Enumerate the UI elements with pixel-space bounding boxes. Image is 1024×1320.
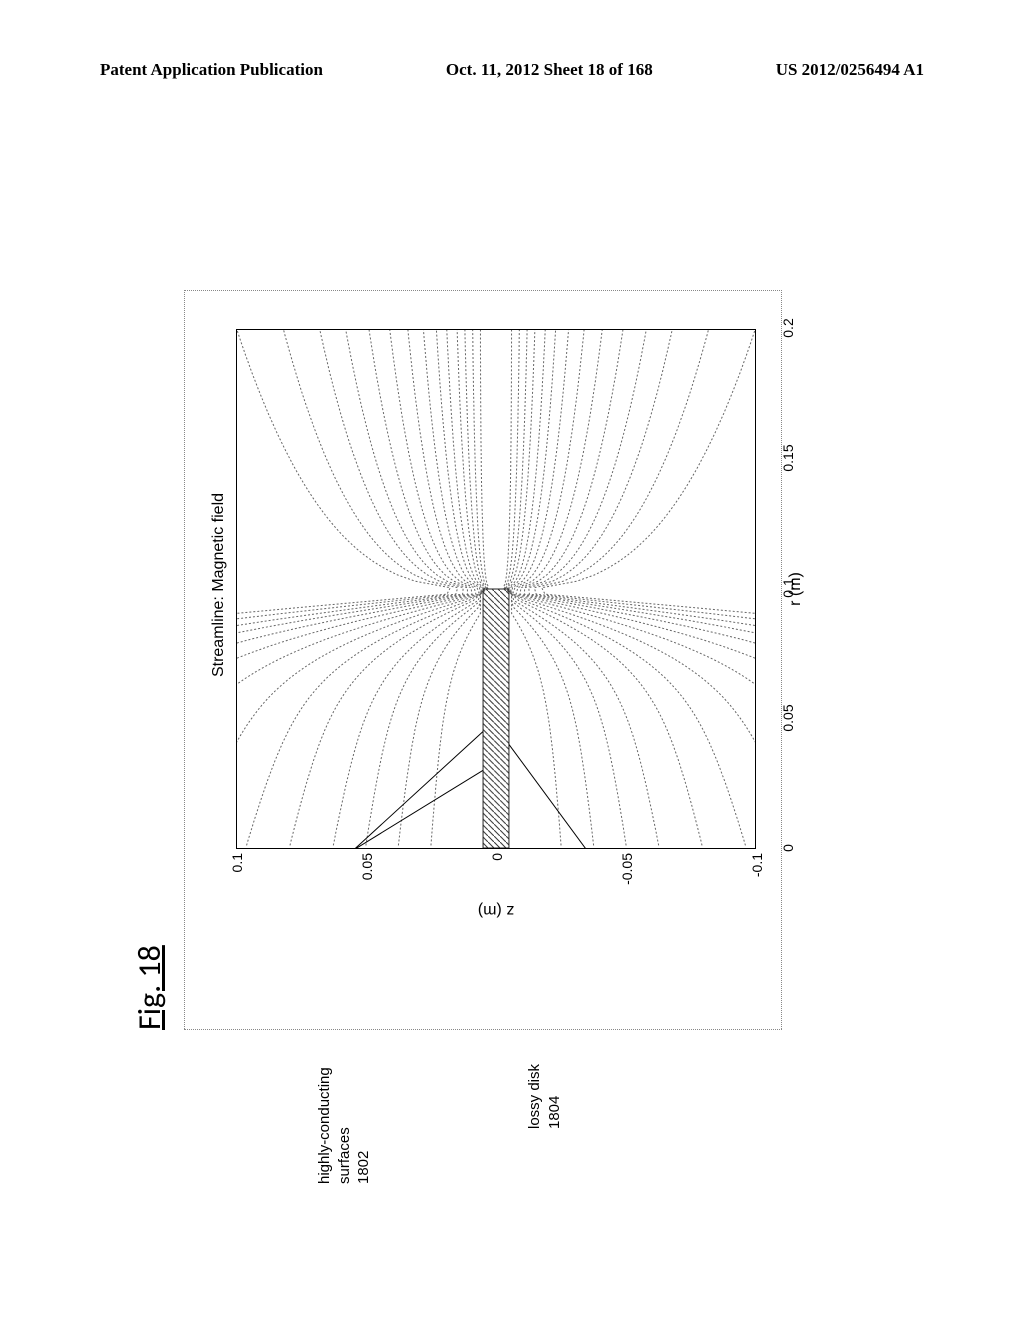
plot-area: -0.1-0.0500.050.1 00.050.10.150.2 z (m) … [236, 329, 756, 849]
header-center: Oct. 11, 2012 Sheet 18 of 168 [446, 60, 653, 80]
annot1-line2: 1804 [545, 1064, 565, 1129]
annot0-line2: surfaces [335, 1067, 355, 1184]
chart-title: Streamline: Magnetic field [210, 321, 228, 849]
header-right: US 2012/0256494 A1 [776, 60, 924, 80]
figure-label: Fig. 18 [130, 290, 169, 1030]
x-axis-label: r (m) [787, 572, 805, 606]
annot0-line1: highly-conducting [315, 1067, 335, 1184]
annotation-lossy-disk: lossy disk 1804 [525, 1064, 564, 1129]
header-left: Patent Application Publication [100, 60, 323, 80]
annotation-highly-conducting: highly-conducting surfaces 1802 [315, 1067, 374, 1184]
y-ticks: -0.1-0.0500.050.1 [237, 853, 755, 893]
plot-svg [237, 330, 755, 848]
annotation-lines [354, 731, 587, 848]
annot0-line3: 1802 [354, 1067, 374, 1184]
figure-container: Fig. 18 Streamline: Magnetic field -0.1-… [130, 290, 890, 1030]
y-axis-label: z (m) [478, 901, 514, 919]
page-header: Patent Application Publication Oct. 11, … [0, 60, 1024, 80]
annot1-line1: lossy disk [525, 1064, 545, 1129]
lossy-disk [483, 589, 509, 848]
plot-wrapper: Streamline: Magnetic field -0.1-0.0500.0… [184, 290, 782, 1030]
